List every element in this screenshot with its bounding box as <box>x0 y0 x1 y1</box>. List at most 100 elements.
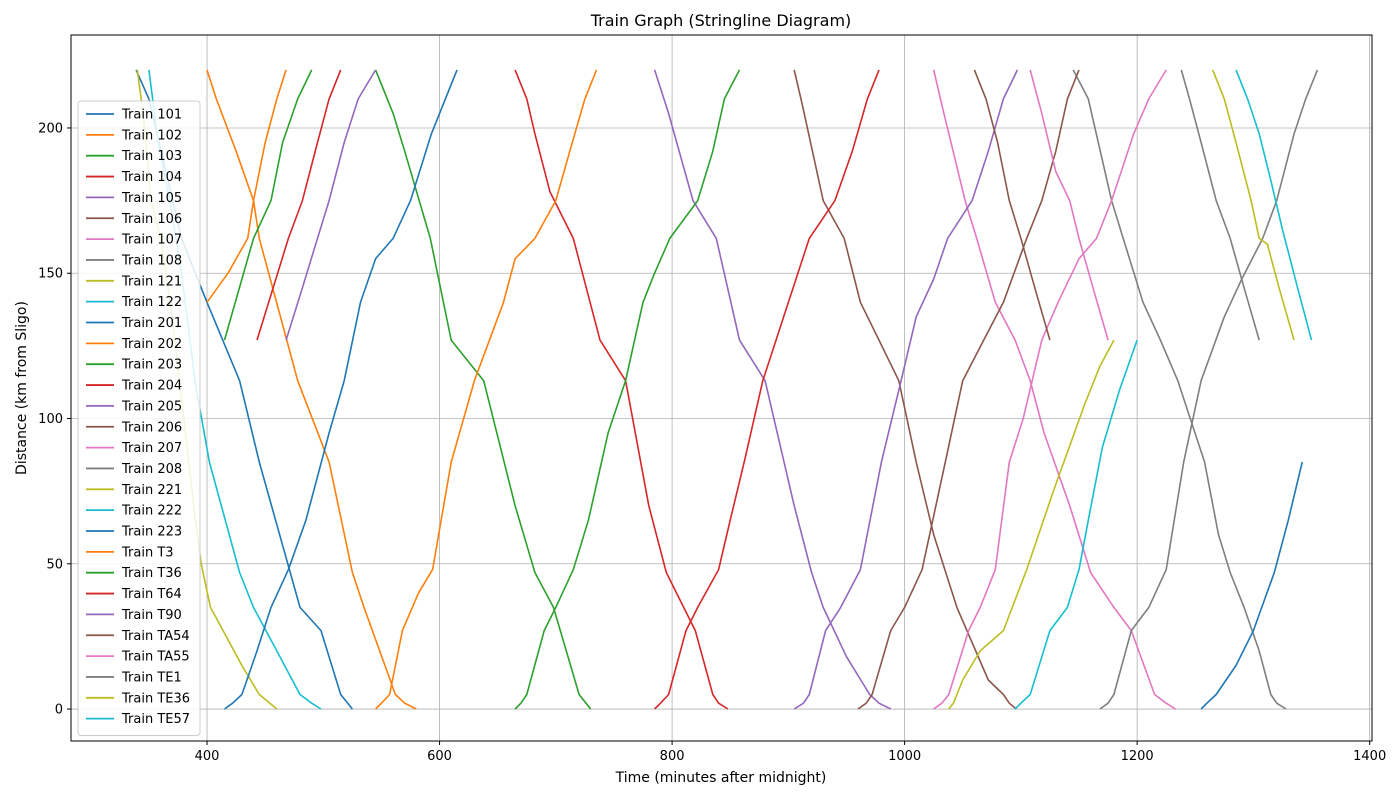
series-line-train-206 <box>857 69 1080 710</box>
x-axis-label: Time (minutes after midnight) <box>615 770 827 786</box>
y-tick-label: 100 <box>38 412 63 427</box>
series-line-train-205 <box>793 69 1019 710</box>
legend-item: Train TE1 <box>86 670 182 685</box>
legend-item: Train 101 <box>86 108 182 123</box>
legend-label: Train 106 <box>121 212 182 227</box>
series-line-train-104 <box>514 69 729 710</box>
legend-label: Train 203 <box>121 358 182 373</box>
legend-label: Train 121 <box>121 274 182 289</box>
y-tick-label: 150 <box>38 267 63 282</box>
legend-label: Train 102 <box>121 128 182 143</box>
legend: Train 101 Train 102 Train 103 Train 104 Trai… <box>77 100 201 736</box>
legend-item: Train 206 <box>86 420 182 435</box>
legend-label: Train T3 <box>121 545 174 560</box>
series-line-train-207 <box>933 69 1167 710</box>
legend-item: Train T3 <box>86 545 174 560</box>
series-line-train-108 <box>1072 69 1287 710</box>
series-line-train-208 <box>1099 69 1319 710</box>
legend-label: Train 207 <box>121 441 182 456</box>
legend-item: Train 208 <box>86 462 182 477</box>
legend-item: Train 221 <box>86 483 182 498</box>
series-line-train-222 <box>1014 339 1138 710</box>
legend-item: Train T64 <box>86 587 182 602</box>
legend-label: Train TE1 <box>121 670 182 685</box>
legend-label: Train 204 <box>121 379 182 394</box>
plot-frame <box>70 34 1373 742</box>
series-line-train-ta54 <box>973 69 1051 341</box>
x-tick-label: 1400 <box>1353 749 1386 764</box>
series-line-train-te1 <box>1180 69 1260 341</box>
legend-label: Train TE36 <box>121 691 190 706</box>
series-line-train-105 <box>653 69 892 710</box>
y-tick-label: 200 <box>38 121 63 136</box>
series-line-train-t3 <box>206 69 287 303</box>
legend-item: Train 204 <box>86 379 182 394</box>
x-tick-label: 600 <box>427 749 452 764</box>
legend-item: Train T36 <box>86 566 182 581</box>
legend-label: Train 105 <box>121 191 182 206</box>
y-tick-label: 50 <box>46 557 63 572</box>
x-tick-label: 800 <box>660 749 685 764</box>
chart-title: Train Graph (Stringline Diagram) <box>590 11 852 30</box>
legend-item: Train 207 <box>86 441 182 456</box>
series-line-train-ta55 <box>1029 69 1109 341</box>
legend-item: Train 205 <box>86 399 182 414</box>
legend-item: Train TA54 <box>86 629 190 644</box>
legend-label: Train 221 <box>121 483 182 498</box>
legend-label: Train 206 <box>121 420 182 435</box>
series-line-train-202 <box>375 69 598 710</box>
legend-label: Train TA55 <box>121 650 190 665</box>
legend-item: Train TA55 <box>86 650 190 665</box>
legend-item: Train TE57 <box>86 712 190 727</box>
series-line-train-203 <box>514 69 741 710</box>
legend-item: Train 203 <box>86 358 182 373</box>
legend-label: Train 103 <box>121 149 182 164</box>
series-line-train-103 <box>374 69 592 710</box>
x-tick-label: 400 <box>195 749 220 764</box>
legend-item: Train 201 <box>86 316 182 331</box>
legend-item: Train T90 <box>86 608 182 623</box>
legend-item: Train 222 <box>86 504 182 519</box>
legend-label: Train T36 <box>121 566 182 581</box>
series-line-train-102 <box>206 69 417 710</box>
legend-label: Train 222 <box>121 504 182 519</box>
legend-label: Train 201 <box>121 316 182 331</box>
legend-item: Train 202 <box>86 337 182 352</box>
legend-item: Train 104 <box>86 170 182 185</box>
series-lines <box>135 69 1319 710</box>
y-tick-label: 0 <box>55 703 63 718</box>
legend-label: Train 205 <box>121 399 182 414</box>
legend-item: Train 102 <box>86 128 182 143</box>
series-line-train-te57 <box>1235 69 1313 341</box>
legend-item: Train 121 <box>86 274 182 289</box>
axis-ticks: 400 600 800 1000 1200 1400 0 50 100 150 200 <box>38 121 1386 764</box>
legend-label: Train 104 <box>121 170 182 185</box>
series-line-train-107 <box>932 69 1176 710</box>
series-line-train-106 <box>793 69 1017 710</box>
y-axis-label: Distance (km from Sligo) <box>14 301 30 475</box>
legend-label: Train 107 <box>121 233 182 248</box>
series-line-train-te36 <box>1211 69 1295 341</box>
legend-label: Train 202 <box>121 337 182 352</box>
x-tick-label: 1000 <box>888 749 921 764</box>
series-line-train-t64 <box>256 69 342 341</box>
legend-item: Train 103 <box>86 149 182 164</box>
x-tick-label: 1200 <box>1121 749 1154 764</box>
legend-item: Train TE36 <box>86 691 190 706</box>
series-line-train-204 <box>654 69 880 710</box>
legend-label: Train 101 <box>121 108 182 123</box>
legend-item: Train 105 <box>86 191 182 206</box>
series-line-train-223 <box>1200 461 1303 710</box>
legend-label: Train 208 <box>121 462 182 477</box>
legend-label: Train TE57 <box>121 712 190 727</box>
legend-label: Train 223 <box>121 525 182 540</box>
legend-label: Train T90 <box>121 608 182 623</box>
legend-label: Train T64 <box>121 587 182 602</box>
legend-item: Train 108 <box>86 253 182 268</box>
series-line-train-201 <box>224 69 458 710</box>
legend-label: Train 108 <box>121 253 182 268</box>
legend-item: Train 223 <box>86 525 182 540</box>
series-line-train-221 <box>948 339 1115 710</box>
series-line-train-t90 <box>285 69 377 341</box>
